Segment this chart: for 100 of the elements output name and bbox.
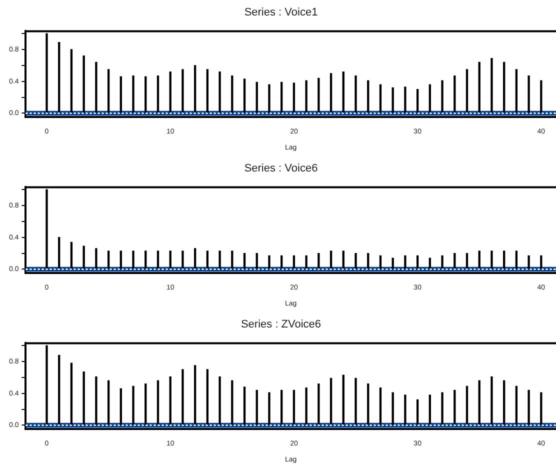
- bar: [318, 252, 320, 270]
- bar: [478, 380, 480, 426]
- bar: [256, 82, 258, 114]
- bar: [515, 386, 518, 426]
- chart-title: Series : ZVoice6: [240, 318, 322, 331]
- bar: [515, 69, 518, 114]
- bar: [416, 89, 419, 114]
- bar: [342, 71, 344, 114]
- bar: [503, 250, 506, 270]
- bar: [441, 255, 444, 270]
- bar: [540, 392, 542, 426]
- bar: [132, 75, 134, 114]
- bar: [182, 369, 184, 426]
- bar: [515, 250, 518, 270]
- bar: [367, 383, 370, 426]
- bar: [540, 255, 542, 270]
- bar: [354, 378, 357, 426]
- bar: [231, 75, 234, 114]
- bar: [404, 394, 406, 426]
- bar: [490, 250, 493, 270]
- bar: [490, 58, 493, 114]
- bar: [379, 84, 382, 114]
- bar: [428, 258, 431, 270]
- bar: [367, 80, 370, 114]
- bar: [354, 75, 357, 114]
- chart-title: Series : Voice6: [244, 162, 318, 175]
- bar: [441, 392, 444, 426]
- bar: [231, 250, 234, 270]
- bar: [243, 386, 246, 426]
- bar: [120, 388, 122, 426]
- bar: [342, 374, 344, 426]
- bar: [292, 390, 296, 426]
- bar: [466, 252, 468, 270]
- bar: [478, 250, 480, 270]
- bar: [379, 387, 382, 426]
- bar: [392, 87, 394, 114]
- bar: [330, 250, 332, 270]
- bar: [169, 250, 172, 270]
- bar: [490, 376, 493, 426]
- bar: [194, 248, 196, 270]
- bar: [82, 372, 85, 426]
- bar: [454, 390, 456, 426]
- bar: [454, 75, 456, 114]
- bar: [330, 73, 332, 114]
- bar: [528, 255, 530, 270]
- chart-title: Series : Voice1: [244, 6, 318, 19]
- bar: [428, 394, 431, 426]
- bar: [132, 386, 134, 426]
- bar: [540, 80, 542, 114]
- bar: [503, 380, 506, 426]
- bar: [416, 255, 419, 270]
- bar: [58, 237, 60, 270]
- bar: [107, 250, 110, 270]
- bar: [441, 80, 444, 114]
- bar: [58, 354, 60, 426]
- bar: [318, 78, 320, 114]
- bar: [70, 242, 73, 270]
- bar: [144, 250, 147, 270]
- bar: [58, 42, 60, 114]
- bar: [342, 250, 344, 270]
- bar: [280, 390, 283, 426]
- bar: [404, 255, 406, 270]
- bar: [95, 62, 98, 114]
- bar: [256, 252, 258, 270]
- bar: [182, 69, 184, 114]
- bar: [144, 383, 147, 426]
- bar: [478, 62, 480, 114]
- bar: [169, 376, 172, 426]
- bar: [156, 250, 160, 270]
- bar: [107, 69, 110, 114]
- bar: [404, 86, 406, 114]
- bar: [392, 258, 394, 270]
- bar: [416, 399, 419, 426]
- bar: [528, 390, 530, 426]
- bar: [70, 49, 73, 114]
- bar: [70, 362, 73, 426]
- bar: [305, 80, 308, 114]
- bar: [156, 380, 160, 426]
- bar: [503, 62, 506, 114]
- bar: [194, 65, 196, 114]
- bar: [330, 378, 332, 426]
- bar: [218, 250, 221, 270]
- bar: [95, 376, 98, 426]
- bar: [268, 84, 270, 114]
- bar: [82, 56, 85, 114]
- bar: [268, 255, 270, 270]
- bar: [144, 76, 147, 114]
- bar: [305, 255, 308, 270]
- bar: [367, 252, 370, 270]
- bar: [82, 246, 85, 270]
- bar: [107, 380, 110, 426]
- bar: [392, 392, 394, 426]
- bar: [256, 390, 258, 426]
- bar: [231, 380, 234, 426]
- bar: [218, 376, 221, 426]
- bar: [305, 387, 308, 426]
- bar: [218, 71, 221, 114]
- bar: [120, 76, 122, 114]
- bar: [194, 365, 196, 426]
- bar: [292, 82, 296, 114]
